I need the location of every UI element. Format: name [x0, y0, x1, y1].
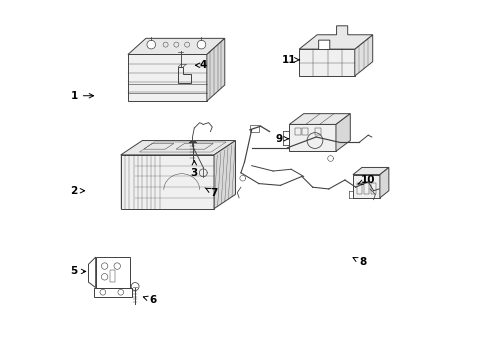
Text: 9: 9 — [274, 134, 288, 144]
Polygon shape — [289, 125, 335, 151]
Polygon shape — [289, 114, 349, 125]
Polygon shape — [352, 167, 388, 175]
Bar — [370, 183, 375, 194]
Polygon shape — [335, 114, 349, 151]
Polygon shape — [299, 49, 354, 76]
Text: 11: 11 — [282, 55, 299, 65]
Polygon shape — [206, 39, 224, 101]
Bar — [314, 128, 320, 135]
Text: 3: 3 — [190, 161, 198, 178]
Text: 4: 4 — [195, 60, 206, 70]
Polygon shape — [214, 140, 235, 209]
Circle shape — [147, 40, 155, 49]
Bar — [110, 270, 115, 282]
Polygon shape — [121, 155, 214, 209]
Text: 10: 10 — [357, 175, 375, 185]
Bar — [294, 128, 300, 135]
Polygon shape — [121, 140, 235, 155]
Polygon shape — [354, 35, 372, 76]
Polygon shape — [379, 167, 388, 198]
Polygon shape — [128, 39, 224, 54]
Text: 5: 5 — [70, 266, 85, 276]
Bar — [249, 125, 258, 132]
Text: 8: 8 — [352, 257, 366, 267]
Bar — [302, 128, 307, 135]
Text: 6: 6 — [143, 295, 156, 305]
Polygon shape — [299, 26, 372, 49]
Polygon shape — [352, 175, 379, 198]
Bar — [356, 183, 361, 194]
Polygon shape — [128, 54, 206, 101]
Text: 7: 7 — [204, 188, 217, 198]
Bar — [364, 183, 368, 194]
Text: 1: 1 — [70, 91, 93, 101]
Text: 2: 2 — [70, 186, 84, 196]
Circle shape — [197, 40, 205, 49]
